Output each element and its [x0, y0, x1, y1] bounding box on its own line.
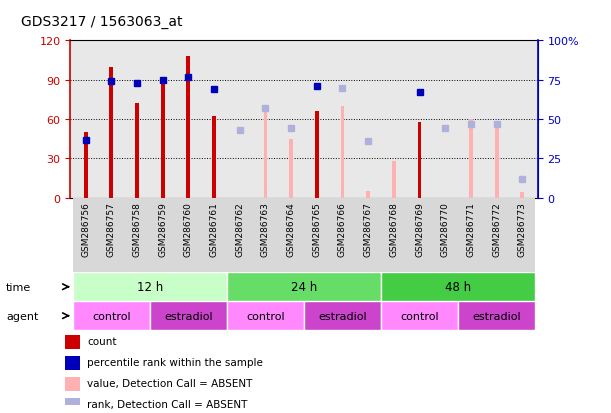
- Bar: [330, 198, 356, 273]
- Bar: [484, 198, 510, 273]
- Text: control: control: [400, 311, 439, 321]
- Bar: [458, 301, 535, 330]
- Bar: [109, 67, 113, 198]
- Text: GSM286763: GSM286763: [261, 202, 270, 257]
- Bar: [433, 198, 458, 273]
- Bar: [124, 198, 150, 273]
- Bar: [227, 301, 304, 330]
- Bar: [212, 117, 216, 198]
- Text: rank, Detection Call = ABSENT: rank, Detection Call = ABSENT: [87, 399, 247, 409]
- Text: 24 h: 24 h: [291, 280, 317, 294]
- Bar: [175, 198, 201, 273]
- Text: GSM286761: GSM286761: [210, 202, 219, 257]
- Text: GDS3217 / 1563063_at: GDS3217 / 1563063_at: [21, 15, 183, 29]
- Text: GSM286760: GSM286760: [184, 202, 193, 257]
- Bar: [381, 273, 535, 301]
- Bar: [304, 301, 381, 330]
- Bar: [381, 198, 407, 273]
- Bar: [186, 57, 191, 198]
- Text: GSM286762: GSM286762: [235, 202, 244, 256]
- Bar: [469, 120, 473, 198]
- Text: estradiol: estradiol: [472, 311, 521, 321]
- Text: estradiol: estradiol: [318, 311, 367, 321]
- Bar: [161, 83, 164, 198]
- Bar: [304, 198, 330, 273]
- Text: GSM286757: GSM286757: [107, 202, 116, 257]
- Text: count: count: [87, 337, 117, 347]
- Bar: [521, 193, 524, 198]
- Text: estradiol: estradiol: [164, 311, 213, 321]
- Bar: [84, 133, 87, 198]
- Text: GSM286769: GSM286769: [415, 202, 424, 257]
- Bar: [150, 301, 227, 330]
- Bar: [407, 198, 433, 273]
- Bar: [278, 198, 304, 273]
- Text: GSM286770: GSM286770: [441, 202, 450, 257]
- Bar: [201, 198, 227, 273]
- Bar: [65, 377, 79, 391]
- Bar: [495, 122, 499, 198]
- Text: GSM286756: GSM286756: [81, 202, 90, 257]
- Bar: [458, 198, 484, 273]
- Text: GSM286759: GSM286759: [158, 202, 167, 257]
- Text: control: control: [246, 311, 285, 321]
- Bar: [289, 140, 293, 198]
- Text: control: control: [92, 311, 131, 321]
- Bar: [65, 398, 79, 411]
- Bar: [73, 198, 98, 273]
- Text: GSM286772: GSM286772: [492, 202, 501, 256]
- Bar: [73, 273, 227, 301]
- Text: 48 h: 48 h: [445, 280, 471, 294]
- Bar: [227, 273, 381, 301]
- Text: time: time: [6, 282, 31, 292]
- Text: GSM286766: GSM286766: [338, 202, 347, 257]
- Bar: [65, 336, 79, 349]
- Text: GSM286771: GSM286771: [466, 202, 475, 257]
- Text: GSM286758: GSM286758: [133, 202, 142, 257]
- Text: value, Detection Call = ABSENT: value, Detection Call = ABSENT: [87, 378, 252, 388]
- Bar: [315, 112, 319, 198]
- Bar: [65, 356, 79, 370]
- Bar: [150, 198, 175, 273]
- Bar: [227, 198, 252, 273]
- Text: 12 h: 12 h: [137, 280, 163, 294]
- Bar: [381, 301, 458, 330]
- Bar: [510, 198, 535, 273]
- Bar: [392, 161, 396, 198]
- Bar: [98, 198, 124, 273]
- Text: GSM286765: GSM286765: [312, 202, 321, 257]
- Bar: [135, 104, 139, 198]
- Bar: [263, 109, 268, 198]
- Bar: [73, 301, 150, 330]
- Text: GSM286773: GSM286773: [518, 202, 527, 257]
- Text: GSM286768: GSM286768: [389, 202, 398, 257]
- Text: GSM286767: GSM286767: [364, 202, 373, 257]
- Text: agent: agent: [6, 311, 38, 321]
- Bar: [417, 122, 422, 198]
- Bar: [366, 192, 370, 198]
- Text: percentile rank within the sample: percentile rank within the sample: [87, 357, 263, 367]
- Bar: [340, 107, 345, 198]
- Text: GSM286764: GSM286764: [287, 202, 296, 256]
- Bar: [356, 198, 381, 273]
- Bar: [252, 198, 278, 273]
